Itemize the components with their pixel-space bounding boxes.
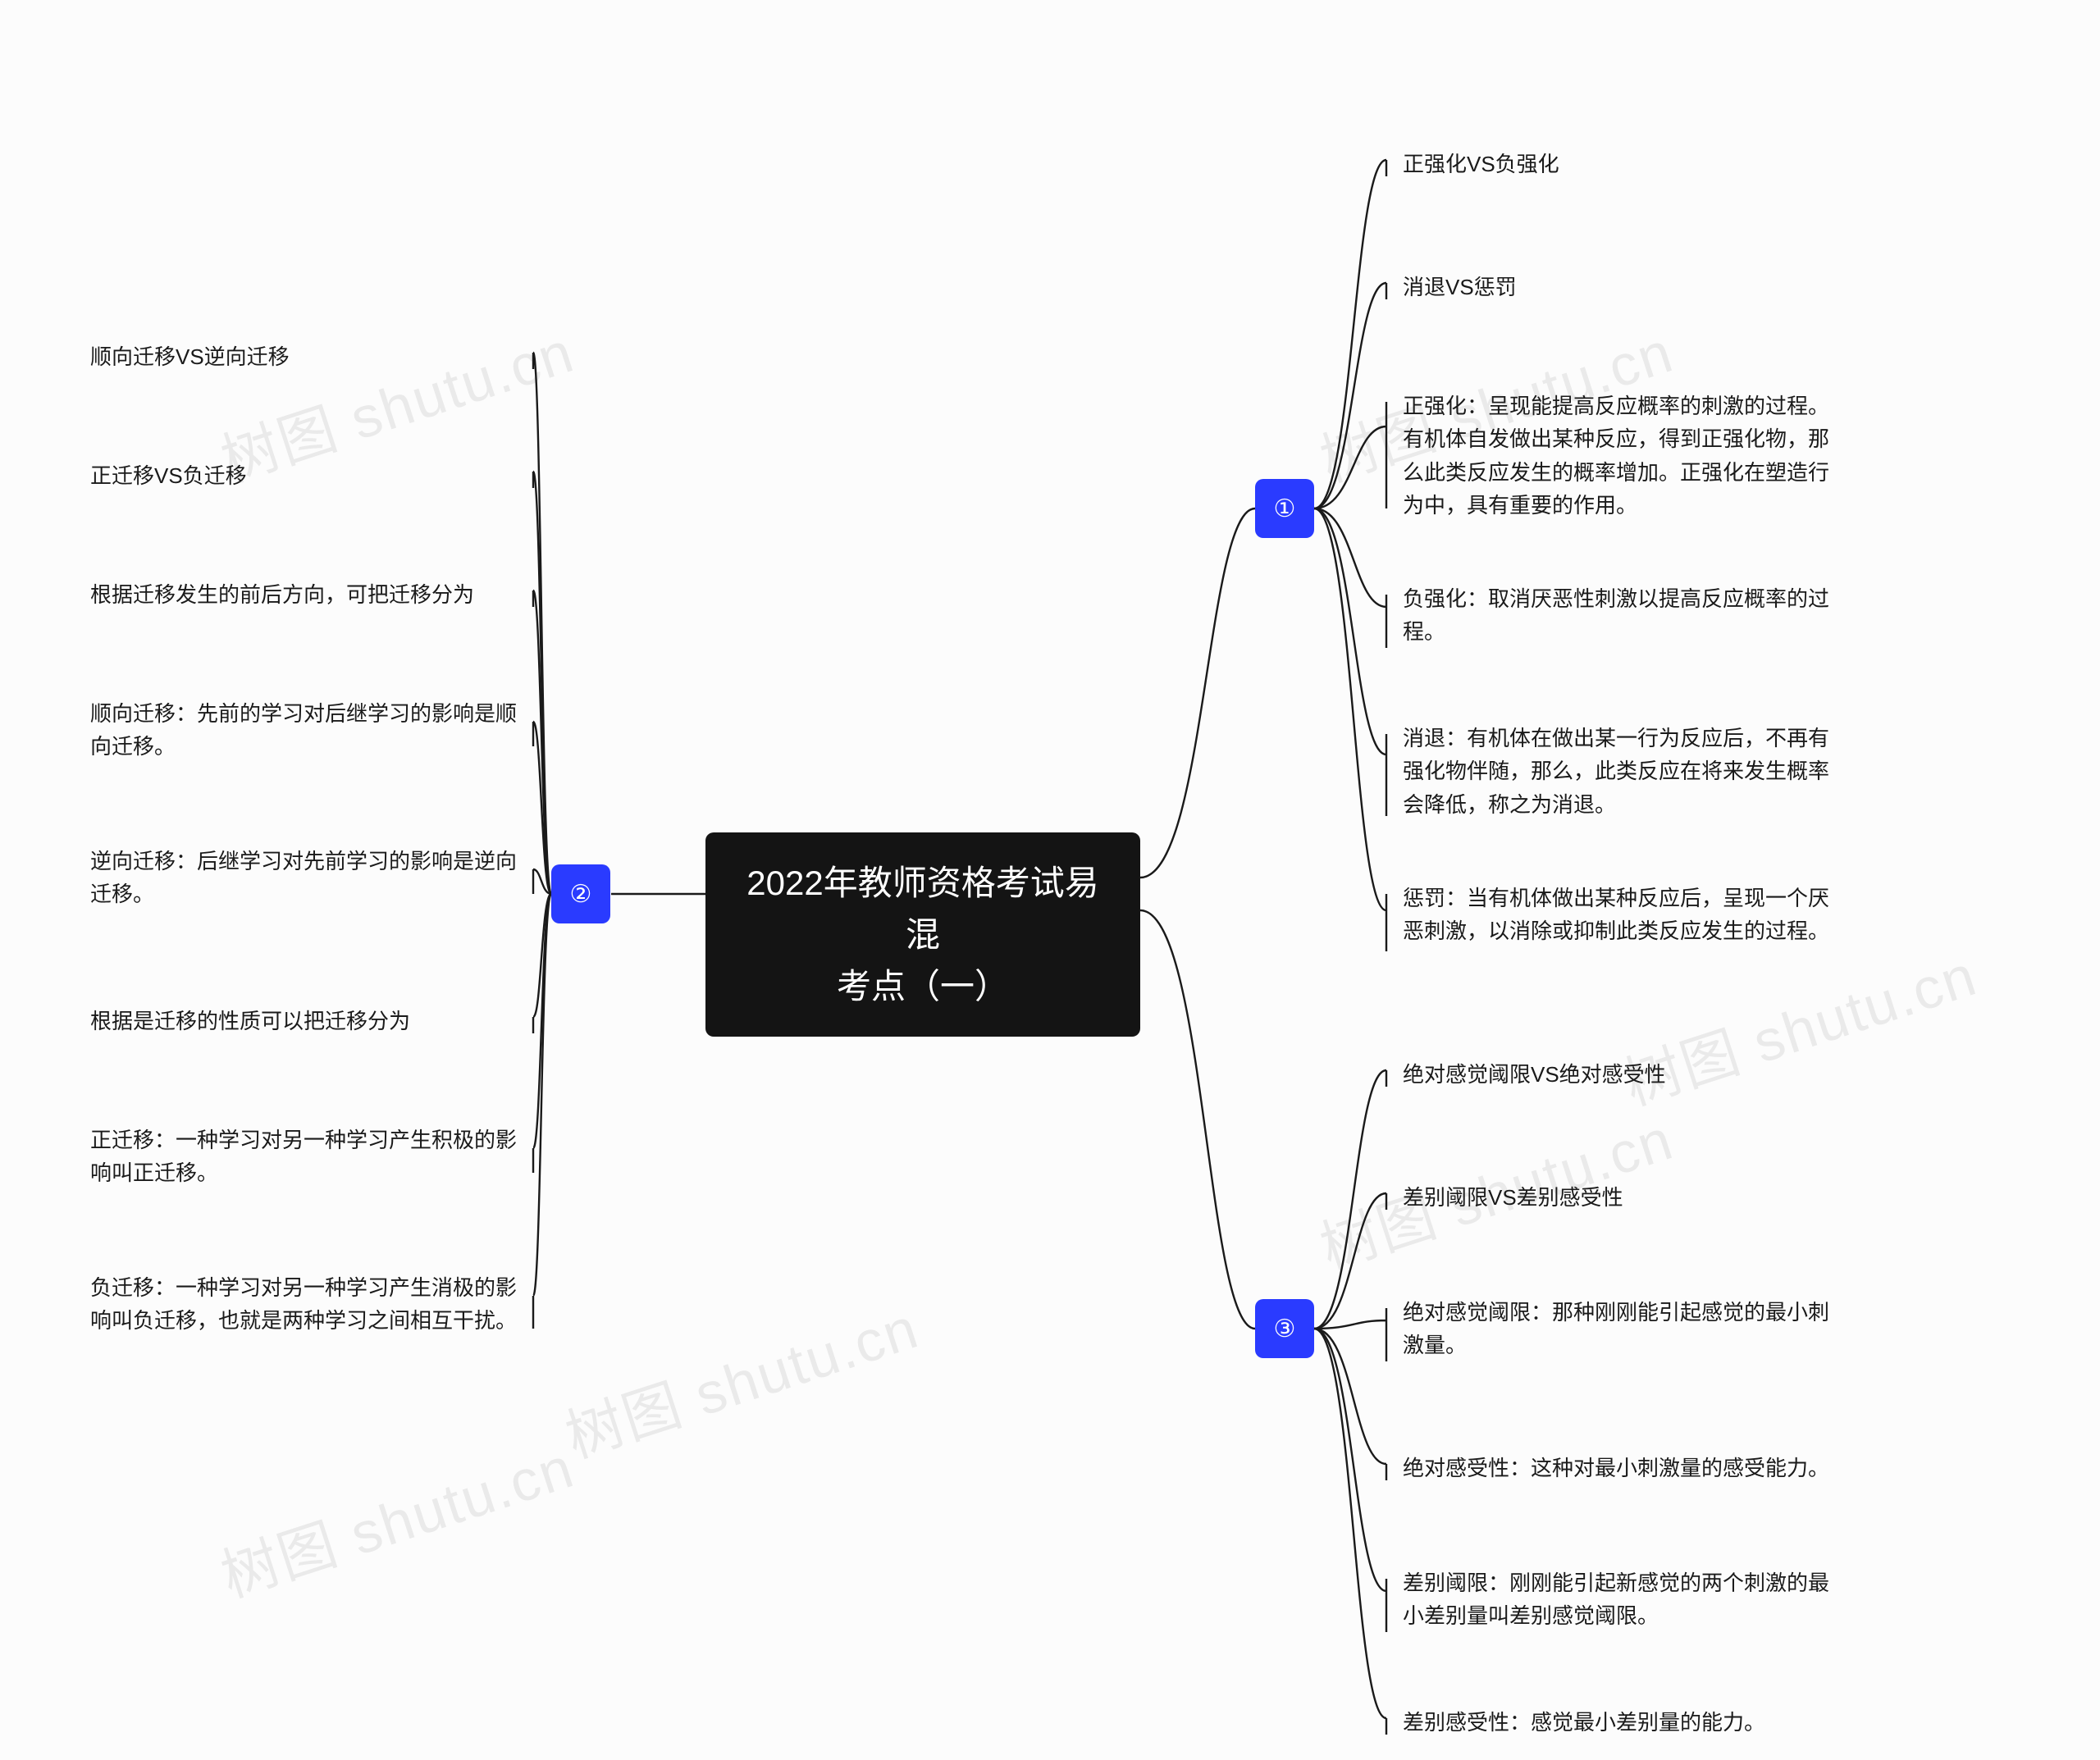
leaf-b3-4: 绝对感受性：这种对最小刺激量的感受能力。: [1403, 1452, 1846, 1484]
leaf-b2-2: 正迁移VS负迁移: [90, 459, 533, 492]
leaf-b1-4: 负强化：取消厌恶性刺激以提高反应概率的过程。: [1403, 582, 1846, 649]
watermark: 树图 shutu.cn: [209, 1422, 582, 1614]
leaf-b2-3: 根据迁移发生的前后方向，可把迁移分为: [90, 578, 533, 611]
watermark: 树图 shutu.cn: [554, 1283, 927, 1475]
branch-2: ②: [551, 864, 610, 923]
root-title-line2: 考点（一）: [837, 967, 1009, 1005]
leaf-b2-5: 逆向迁移：后继学习对先前学习的影响是逆向迁移。: [90, 845, 533, 911]
leaf-b1-1: 正强化VS负强化: [1403, 148, 1846, 180]
leaf-b1-5: 消退：有机体在做出某一行为反应后，不再有强化物伴随，那么，此类反应在将来发生概率…: [1403, 722, 1846, 821]
leaf-b2-7: 正迁移：一种学习对另一种学习产生积极的影响叫正迁移。: [90, 1124, 533, 1190]
leaf-b3-2: 差别阈限VS差别感受性: [1403, 1181, 1846, 1214]
leaf-b3-1: 绝对感觉阈限VS绝对感受性: [1403, 1058, 1846, 1091]
leaf-b3-5: 差别阈限：刚刚能引起新感觉的两个刺激的最小差别量叫差别感觉阈限。: [1403, 1566, 1846, 1633]
leaf-b3-6: 差别感受性：感觉最小差别量的能力。: [1403, 1706, 1846, 1739]
root-node: 2022年教师资格考试易混 考点（一）: [705, 832, 1140, 1037]
root-title-line1: 2022年教师资格考试易混: [746, 864, 1098, 954]
leaf-b2-4: 顺向迁移：先前的学习对后继学习的影响是顺向迁移。: [90, 697, 533, 764]
branch-1: ①: [1255, 479, 1314, 538]
watermark: 树图 shutu.cn: [1612, 930, 1985, 1122]
leaf-b1-2: 消退VS惩罚: [1403, 271, 1846, 303]
mindmap-canvas: 树图 shutu.cn 树图 shutu.cn 树图 shutu.cn 树图 s…: [0, 0, 2100, 1760]
leaf-b2-8: 负迁移：一种学习对另一种学习产生消极的影响叫负迁移，也就是两种学习之间相互干扰。: [90, 1271, 533, 1338]
leaf-b3-3: 绝对感觉阈限：那种刚刚能引起感觉的最小刺激量。: [1403, 1296, 1846, 1362]
leaf-b1-3: 正强化：呈现能提高反应概率的刺激的过程。有机体自发做出某种反应，得到正强化物，那…: [1403, 390, 1846, 522]
leaf-b1-6: 惩罚：当有机体做出某种反应后，呈现一个厌恶刺激，以消除或抑制此类反应发生的过程。: [1403, 882, 1846, 948]
branch-3: ③: [1255, 1299, 1314, 1358]
leaf-b2-1: 顺向迁移VS逆向迁移: [90, 340, 533, 373]
leaf-b2-6: 根据是迁移的性质可以把迁移分为: [90, 1005, 533, 1037]
